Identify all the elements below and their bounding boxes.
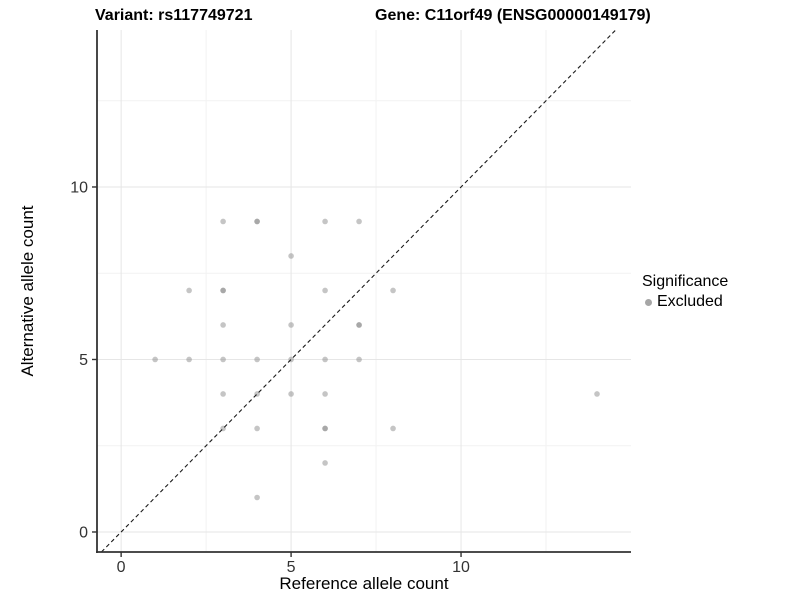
legend: Significance Excluded [642, 273, 728, 311]
scatter-point [254, 425, 260, 432]
scatter-point [322, 287, 328, 294]
legend-item-label: Excluded [657, 293, 723, 310]
data-points [152, 218, 600, 501]
scatter-point [322, 218, 328, 225]
scatter-point [322, 391, 328, 397]
scatter-point [220, 218, 226, 225]
scatter-point [390, 425, 396, 432]
scatter-point [254, 494, 260, 501]
scatter-point [322, 460, 328, 466]
scatter-point [186, 356, 192, 363]
excluded-point-icon [645, 298, 652, 306]
scatter-point [288, 253, 294, 259]
gene-title: Gene: C11orf49 (ENSG00000149179) [375, 7, 651, 24]
scatter-point [390, 287, 396, 294]
svg-text:0: 0 [79, 524, 88, 541]
scatter-point [322, 425, 328, 432]
scatter-point [288, 391, 294, 397]
scatter-point [220, 356, 226, 363]
grid-minor [97, 30, 631, 552]
scatter-point [186, 287, 192, 294]
legend-item-excluded: Excluded [642, 293, 728, 311]
scatter-point [356, 322, 362, 328]
svg-text:5: 5 [79, 352, 88, 369]
scatter-point [594, 391, 600, 397]
scatter-point [356, 218, 362, 225]
axis-lines [96, 30, 631, 553]
scatter-point [220, 322, 226, 328]
axis-ticks [92, 186, 462, 557]
scatter-point [254, 356, 260, 363]
identity-line [101, 29, 617, 553]
svg-text:10: 10 [70, 179, 88, 196]
svg-text:0: 0 [117, 559, 126, 576]
variant-title: Variant: rs117749721 [95, 7, 253, 24]
scatter-point [322, 356, 328, 363]
scatter-point [152, 356, 158, 363]
scatter-point [356, 356, 362, 363]
svg-text:5: 5 [287, 559, 296, 576]
svg-text:10: 10 [452, 559, 470, 576]
scatter-point [254, 218, 260, 225]
grid-major [97, 30, 631, 552]
y-axis-label: Alternative allele count [18, 205, 37, 377]
scatter-point [288, 322, 294, 328]
tick-labels: 0 5 10 0 5 10 [70, 179, 470, 576]
x-axis-label: Reference allele count [279, 574, 449, 593]
legend-title: Significance [642, 273, 729, 290]
scatter-point [220, 287, 226, 294]
scatter-point [220, 391, 226, 397]
